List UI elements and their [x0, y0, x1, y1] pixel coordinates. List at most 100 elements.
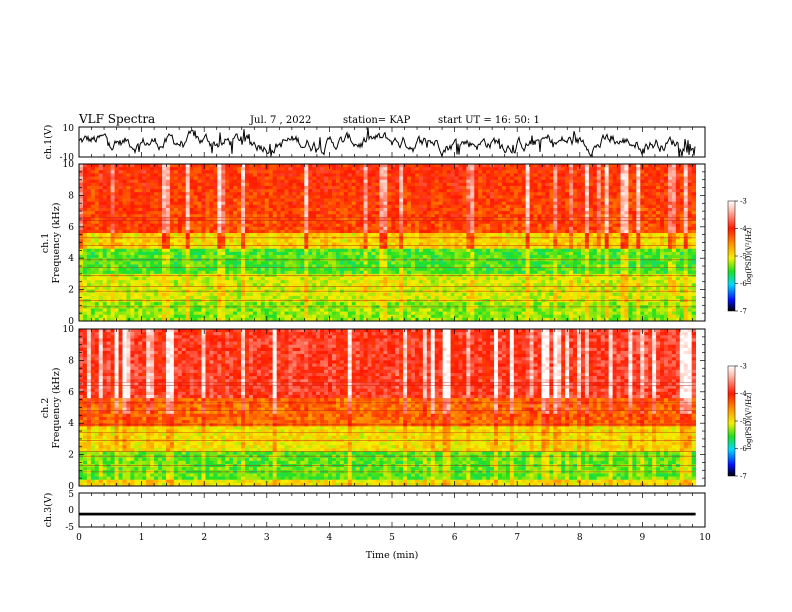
spectrogram-cell [138, 167, 143, 171]
spectrogram-cell [375, 217, 380, 221]
spectrogram-cell [335, 233, 341, 237]
spectrogram-cell [513, 189, 519, 193]
spectrogram-cell [387, 255, 392, 259]
spectrogram-cell [316, 211, 321, 215]
spectrogram-cell [217, 239, 222, 243]
spectrogram-cell [256, 255, 262, 259]
spectrogram-cell [173, 229, 179, 234]
spectrogram-cell [146, 179, 151, 184]
spectrogram-cell [454, 248, 459, 253]
spectrogram-cell [264, 192, 270, 196]
spectrogram-cell [648, 233, 653, 237]
spectrogram-cell [426, 211, 432, 215]
spectrogram-cell [260, 248, 266, 253]
spectrogram-cell [442, 211, 447, 215]
spectrogram-cell [201, 204, 206, 209]
spectrogram-cell [565, 198, 570, 203]
spectrogram-cell [521, 245, 527, 250]
spectrogram-cell [256, 170, 262, 174]
spectrogram-cell [375, 214, 380, 218]
spectrogram-cell [596, 211, 602, 215]
spectrogram-cell [434, 248, 440, 253]
spectrogram-cell [138, 176, 143, 181]
spectrogram-cell [636, 170, 641, 174]
spectrogram-cell [667, 195, 673, 199]
spectrogram-cell [644, 226, 649, 231]
spectrogram-cell [494, 189, 499, 193]
spectrogram-cell [588, 211, 594, 215]
spectrogram-cell [347, 185, 353, 190]
spectrogram-cell [675, 242, 681, 247]
spectrogram-cell [691, 211, 697, 215]
spectrogram-cell [383, 211, 388, 215]
spectrogram-cell [407, 192, 412, 196]
spectrogram-cell [541, 229, 546, 234]
spectrogram-cell [652, 195, 657, 199]
spectrogram-cell [213, 242, 218, 247]
spectrogram-cell [177, 182, 183, 187]
spectrogram-cell [691, 185, 697, 190]
spectrogram-cell [541, 242, 546, 247]
spectrogram-cell [328, 185, 333, 190]
spectrogram-cell [193, 220, 198, 225]
spectrogram-cell [679, 198, 685, 203]
spectrogram-cell [395, 182, 400, 187]
spectrogram-cell [86, 167, 92, 171]
spectrogram-cell [268, 207, 274, 212]
spectrogram-cell [462, 242, 467, 247]
spectrogram-cell [205, 182, 210, 187]
spectrogram-cell [225, 182, 230, 187]
spectrogram-cell [304, 226, 309, 231]
spectrogram-cell [580, 164, 586, 168]
spectrogram-cell [359, 207, 364, 212]
spectrogram-cell [687, 198, 693, 203]
spectrogram-cell [165, 220, 171, 225]
spectrogram-cell [592, 229, 598, 234]
spectrogram-cell [616, 242, 621, 247]
spectrogram-cell [616, 189, 621, 193]
spectrogram-cell [205, 239, 210, 243]
spectrogram-cell [79, 214, 84, 218]
spectrogram-cell [675, 182, 681, 187]
spectrogram-cell [474, 176, 479, 181]
spectrogram-cell [252, 217, 258, 221]
spectrogram-cell [280, 195, 285, 199]
spectrogram-cell [205, 204, 210, 209]
spectrogram-cell [331, 170, 337, 174]
spectrogram-cell [620, 214, 625, 218]
spectrogram-cell [454, 204, 459, 209]
spectrogram-cell [343, 164, 349, 168]
spectrogram-cell [106, 214, 112, 218]
spectrogram-cell [213, 239, 218, 243]
spectrogram-cell [154, 198, 159, 203]
spectrogram-cell [604, 229, 610, 234]
spectrogram-cell [122, 233, 127, 237]
spectrogram-cell [490, 204, 495, 209]
spectrogram-cell [604, 176, 610, 181]
spectrogram-cell [320, 255, 325, 259]
spectrogram-cell [545, 214, 550, 218]
spectrogram-cell [371, 179, 376, 184]
spectrogram-cell [509, 176, 515, 181]
spectrogram-cell [201, 217, 206, 221]
spectrogram-cell [165, 207, 171, 212]
spectrogram-cell [533, 198, 538, 203]
spectrogram-cell [138, 223, 143, 228]
spectrogram-cell [201, 245, 206, 250]
spectrogram-cell [90, 204, 96, 209]
spectrogram-cell [320, 217, 325, 221]
spectrogram-cell [122, 245, 127, 250]
spectrogram-cell [411, 167, 416, 171]
spectrogram-cell [339, 217, 345, 221]
spectrogram-cell [213, 226, 218, 231]
spectrogram-cell [671, 182, 677, 187]
spectrogram-cell [162, 170, 167, 174]
spectrogram-cell [660, 170, 665, 174]
spectrogram-cell [387, 233, 392, 237]
spectrogram-cell [300, 248, 305, 253]
spectrogram-cell [533, 167, 538, 171]
spectrogram-cell [82, 229, 88, 234]
spectrogram-cell [454, 182, 459, 187]
spectrogram-cell [667, 185, 673, 190]
spectrogram-cell [395, 220, 400, 225]
